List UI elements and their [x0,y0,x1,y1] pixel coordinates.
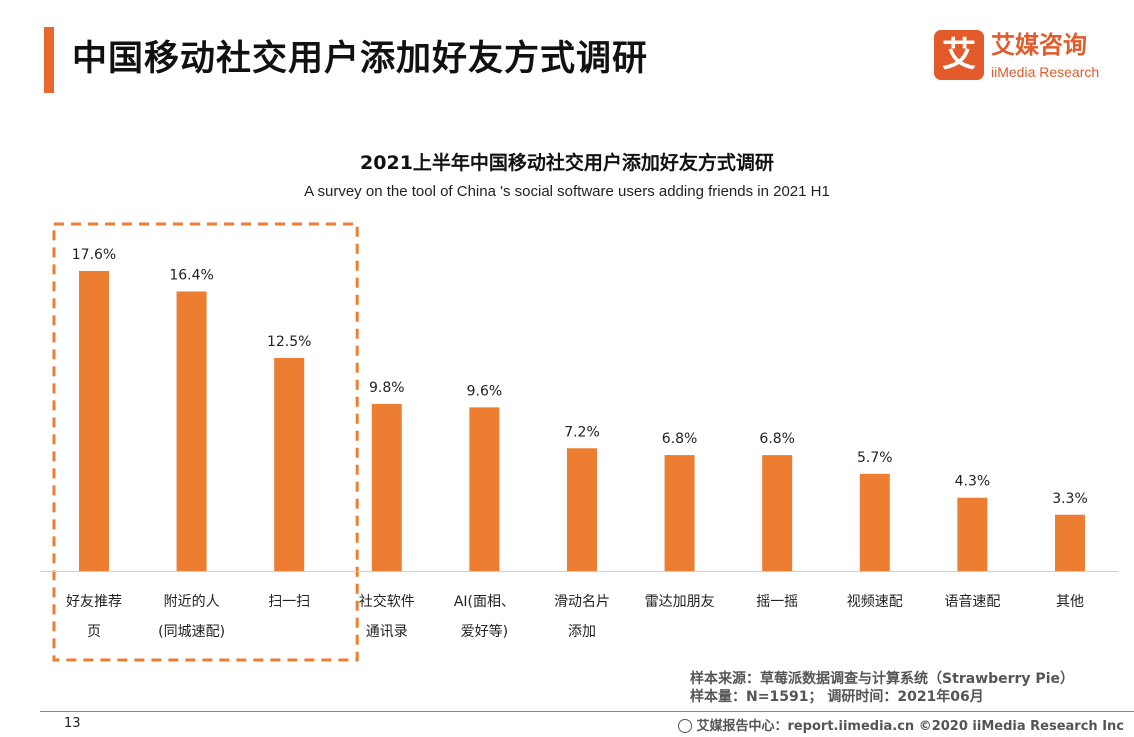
bar [664,455,695,571]
category-label: 其他 [1056,594,1084,610]
category-label: AI(面相、 [454,594,515,610]
category-label: 好友推荐 [66,594,122,610]
brand-logo: 艾 艾媒咨询 iiMedia Research [934,30,1124,86]
category-label: 扫一扫 [268,594,310,610]
data-label: 12.5% [267,334,311,350]
data-label: 6.8% [662,431,698,447]
chart-title: 2021上半年中国移动社交用户添加好友方式调研 [360,152,774,174]
footer-credit-text: 艾媒报告中心：report.iimedia.cn ©2020 iiMedia R… [696,719,1124,734]
category-label: 摇一摇 [756,594,798,610]
category-label: 雷达加朋友 [645,594,715,610]
globe-icon [678,719,693,733]
logo-name-cn: 艾媒咨询 [991,31,1087,59]
category-label: 滑动名片 [554,593,610,610]
title-accent-bar [44,27,54,93]
category-label: 社交软件 [359,593,415,610]
data-label: 9.8% [369,380,405,396]
data-label: 4.3% [955,474,991,490]
data-label: 5.7% [857,450,893,466]
data-label: 3.3% [1052,491,1088,507]
data-label: 17.6% [72,247,116,263]
category-label: 通讯录 [366,624,408,640]
source-line-size: 样本量：N=1591； 调研时间：2021年06月 [690,689,984,705]
bar [274,357,305,571]
category-label: 语音速配 [944,593,1000,610]
category-label: 爱好等) [461,623,508,640]
category-label: 页 [87,624,101,640]
logo-mark-icon: 艾 [934,30,984,80]
data-label: 7.2% [564,424,600,440]
category-label: 视频速配 [847,594,903,610]
highlight-box [52,222,359,662]
page-title: 中国移动社交用户添加好友方式调研 [72,39,649,79]
data-label: 6.8% [759,431,795,447]
category-label: 添加 [568,624,596,640]
bar [469,407,500,571]
bar [762,455,793,571]
bar [1055,514,1085,571]
data-label: 16.4% [169,267,213,283]
bar [859,473,890,571]
data-source-note: 样本来源：草莓派数据调查与计算系统（Strawberry Pie） 样本量：N=… [690,670,1074,706]
chart-subtitle: A survey on the tool of China 's social … [304,183,830,200]
bar [957,497,988,571]
bar [371,403,402,571]
footer-divider [40,711,1134,712]
category-label: (同城速配) [158,624,225,640]
bar [176,291,207,571]
category-label: 附近的人 [164,594,220,610]
footer-credit: 艾媒报告中心：report.iimedia.cn ©2020 iiMedia R… [678,715,1124,734]
bar [567,448,597,571]
data-label: 9.6% [467,383,503,399]
bar [79,271,109,571]
logo-name-en: iiMedia Research [991,64,1100,80]
page-number: 13 [64,716,81,731]
source-line-sample: 样本来源：草莓派数据调查与计算系统（Strawberry Pie） [690,671,1074,687]
